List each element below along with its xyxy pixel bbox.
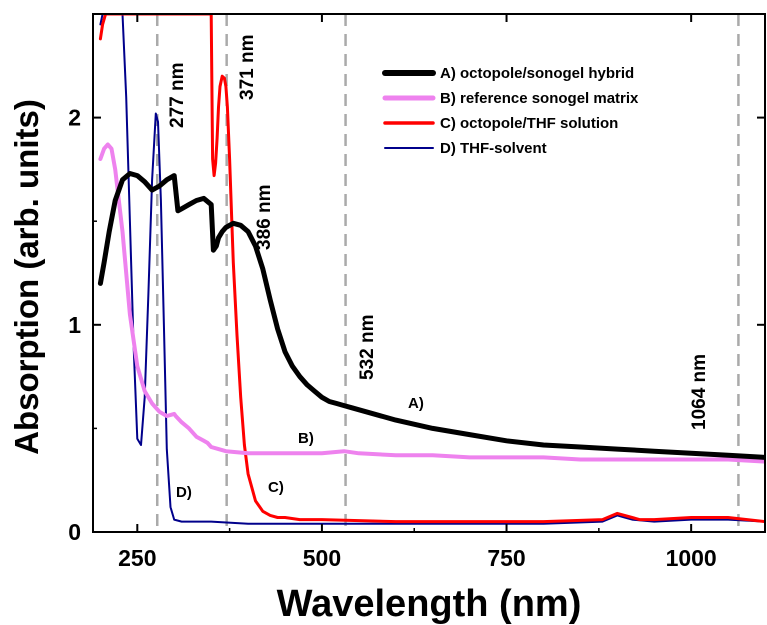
- reference-label-371: 371 nm: [237, 35, 258, 100]
- legend-entry-1: B) reference sonogel matrix: [440, 90, 639, 107]
- curve-label-b: B): [298, 430, 314, 447]
- x-tick-label: 1000: [666, 545, 717, 571]
- reference-label-277: 277 nm: [167, 63, 188, 128]
- curve-label-d: D): [176, 484, 192, 501]
- peak-annotation-386: 386 nm: [254, 185, 275, 250]
- curve-label-c: C): [268, 479, 284, 496]
- series-line-0: [97, 171, 765, 460]
- x-axis-title: Wavelength (nm): [277, 583, 582, 625]
- y-tick-label: 2: [68, 105, 81, 131]
- reference-label-1064: 1064 nm: [689, 354, 710, 430]
- y-axis-title: Absorption (arb. units): [8, 99, 45, 455]
- curve-label-a: A): [408, 395, 424, 412]
- legend-entry-2: C) octopole/THF solution: [440, 115, 618, 132]
- y-tick-label: 1: [68, 312, 81, 338]
- x-tick-label: 500: [303, 545, 341, 571]
- legend-entry-0: A) octopole/sonogel hybrid: [440, 65, 634, 82]
- x-tick-label: 750: [487, 545, 525, 571]
- series-line-3: [99, 14, 765, 525]
- y-tick-label: 0: [68, 519, 81, 545]
- series-line-1: [98, 142, 765, 464]
- plot-frame: [92, 13, 766, 533]
- series-line-2: [98, 14, 765, 524]
- x-tick-label: 250: [118, 545, 156, 571]
- legend-entry-3: D) THF-solvent: [440, 140, 547, 157]
- reference-label-532: 532 nm: [357, 315, 378, 380]
